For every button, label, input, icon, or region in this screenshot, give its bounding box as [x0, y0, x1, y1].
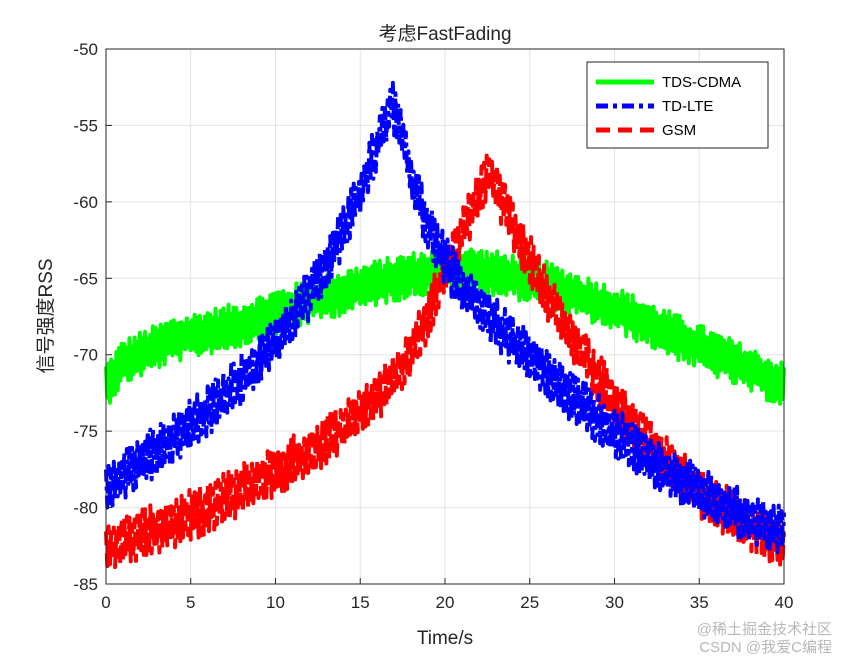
y-tick-label: -60 — [73, 193, 98, 212]
x-tick-label: 5 — [186, 593, 195, 612]
series-group — [104, 80, 786, 570]
y-tick-label: -65 — [73, 269, 98, 288]
x-axis-label: Time/s — [417, 628, 473, 649]
x-tick-label: 0 — [101, 593, 110, 612]
legend-label-gsm: GSM — [662, 122, 696, 139]
x-tick-label: 10 — [266, 593, 285, 612]
x-tick-label: 35 — [690, 593, 709, 612]
legend-box — [586, 61, 769, 149]
legend-label-td-lte: TD-LTE — [662, 98, 713, 115]
y-tick-label: -70 — [73, 346, 98, 365]
series-line-td-lte — [104, 80, 786, 555]
x-tick-label: 30 — [605, 593, 624, 612]
x-tick-label: 40 — [775, 593, 794, 612]
chart-title: 考虑FastFading — [378, 23, 511, 45]
x-tick-label: 15 — [351, 593, 370, 612]
ticks: 0 5 10 15 20 25 30 35 40 -50 -55 -60 -65 -70 -75 -80 -85 — [73, 40, 793, 612]
x-tick-label: 25 — [520, 593, 539, 612]
y-tick-label: -85 — [73, 575, 98, 594]
y-tick-label: -75 — [73, 422, 98, 441]
y-axis-label: 信号强度RSS — [35, 258, 57, 373]
y-tick-label: -80 — [73, 499, 98, 518]
y-tick-label: -55 — [73, 116, 98, 135]
watermark-site: @稀土掘金技术社区 — [697, 621, 832, 638]
y-tick-label: -50 — [73, 40, 98, 59]
legend: TDS-CDMA TD-LTE GSM — [586, 61, 769, 149]
watermark: CSDN @我爱C编程 — [699, 639, 832, 656]
legend-label-tds-cdma: TDS-CDMA — [662, 74, 741, 91]
x-tick-label: 20 — [436, 593, 455, 612]
